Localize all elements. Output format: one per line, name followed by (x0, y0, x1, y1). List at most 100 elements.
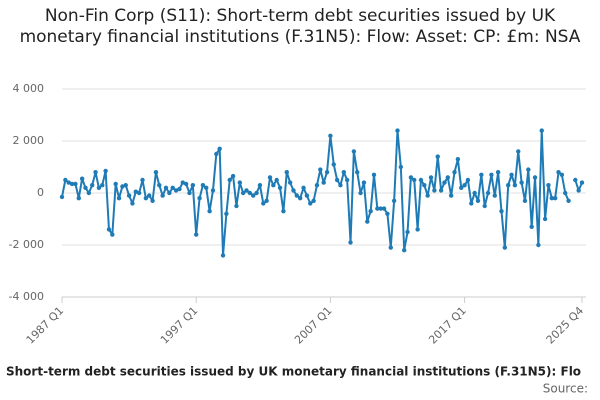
point (455, 157, 461, 162)
point (271, 183, 276, 188)
point (237, 180, 243, 185)
point (183, 181, 189, 187)
point (197, 196, 202, 201)
point (274, 177, 279, 183)
point (297, 196, 303, 201)
y-tick-label: 4 000 (13, 82, 45, 95)
point (499, 209, 504, 214)
point (110, 232, 115, 237)
point (532, 175, 538, 180)
point (116, 196, 122, 201)
point (495, 170, 501, 175)
point (143, 196, 149, 201)
point (485, 190, 491, 196)
chart-subtitle: Short-term debt securities issued by UK … (6, 365, 581, 379)
point (200, 183, 206, 188)
point (556, 170, 561, 175)
point (482, 203, 487, 209)
point (130, 201, 135, 206)
point (284, 170, 289, 175)
point (448, 193, 454, 198)
point (522, 198, 528, 203)
x-tick-label: 2025 Q4 (544, 304, 587, 347)
point (546, 183, 551, 188)
point (438, 188, 444, 193)
point (371, 172, 377, 177)
point (415, 227, 420, 232)
point (388, 245, 393, 250)
point (291, 188, 296, 193)
point (227, 177, 232, 183)
point (267, 175, 273, 180)
point (160, 193, 165, 198)
point (492, 193, 497, 198)
point (469, 201, 474, 206)
point (230, 173, 236, 179)
point (338, 183, 343, 188)
point (344, 177, 350, 183)
point (281, 209, 286, 214)
point (479, 172, 484, 177)
point (348, 240, 353, 245)
point (294, 193, 300, 198)
point (73, 181, 78, 187)
point (254, 190, 259, 196)
point (475, 198, 481, 203)
point (398, 164, 404, 170)
point (401, 248, 407, 253)
point (93, 170, 98, 175)
point (120, 184, 125, 189)
point (563, 190, 568, 196)
point (512, 183, 518, 188)
point (173, 188, 179, 193)
point (69, 181, 75, 187)
point (308, 201, 313, 206)
point (133, 189, 139, 194)
point (147, 193, 152, 198)
y-tick-label: -2 000 (9, 238, 44, 251)
source: Source: (543, 382, 588, 396)
point (210, 188, 216, 193)
point (536, 242, 541, 248)
point (505, 183, 511, 188)
point (103, 168, 108, 174)
point (361, 180, 367, 185)
point (301, 185, 306, 190)
point (113, 181, 118, 187)
x-tick-label: 2007 Q1 (292, 304, 335, 347)
point (542, 216, 548, 222)
point (391, 198, 397, 203)
point (167, 190, 172, 196)
point (418, 177, 424, 183)
point (519, 180, 524, 185)
point (385, 211, 390, 216)
point (277, 185, 283, 190)
point (89, 183, 95, 188)
point (375, 206, 380, 211)
point (251, 193, 256, 198)
point (573, 177, 578, 183)
point (150, 198, 155, 203)
point (334, 177, 340, 183)
point (566, 198, 571, 203)
point (509, 172, 514, 177)
point (395, 128, 400, 133)
point (96, 185, 102, 190)
y-tick-label: -4 000 (9, 290, 44, 303)
point (502, 245, 508, 250)
point (435, 154, 440, 159)
point (331, 162, 336, 167)
point (244, 188, 249, 193)
point (66, 180, 71, 185)
point (459, 185, 464, 190)
point (204, 185, 209, 190)
point (157, 183, 162, 188)
point (378, 206, 383, 211)
point (214, 151, 219, 157)
point (381, 206, 387, 211)
point (452, 170, 457, 175)
point (311, 198, 316, 203)
point (539, 128, 544, 133)
point (529, 224, 534, 229)
